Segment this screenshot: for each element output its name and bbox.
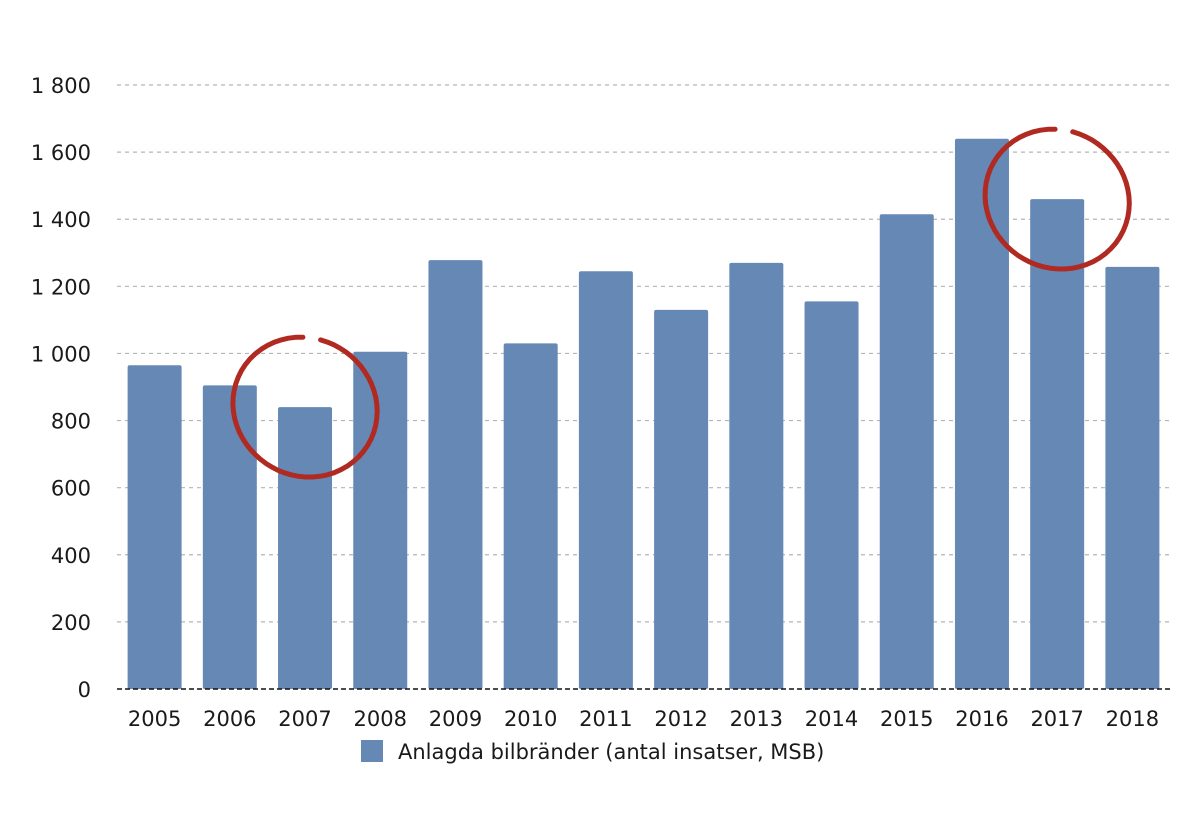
bar-2012 xyxy=(654,309,709,689)
legend: Anlagda bilbränder (antal insatser, MSB) xyxy=(361,740,824,764)
bar-2013 xyxy=(729,262,784,689)
gridlines xyxy=(117,84,1170,623)
x-tick-label: 2013 xyxy=(730,707,783,731)
x-tick-label: 2016 xyxy=(955,707,1008,731)
bar-2009 xyxy=(428,260,483,689)
legend-label: Anlagda bilbränder (antal insatser, MSB) xyxy=(398,740,824,764)
bar-2008 xyxy=(353,351,408,689)
bar-2006 xyxy=(202,385,257,689)
x-tick-label: 2015 xyxy=(880,707,933,731)
x-tick-label: 2010 xyxy=(504,707,557,731)
bar-2016 xyxy=(954,138,1009,689)
x-tick-label: 2007 xyxy=(278,707,331,731)
y-tick-label: 600 xyxy=(51,477,91,501)
x-tick-label: 2017 xyxy=(1030,707,1083,731)
x-tick-label: 2012 xyxy=(654,707,707,731)
x-axis-ticks: 2005 2006 2007 2008 2009 2010 2011 2012 2013 2014… xyxy=(128,707,1159,731)
x-tick-label: 2008 xyxy=(354,707,407,731)
x-tick-label: 2009 xyxy=(429,707,482,731)
y-tick-label: 800 xyxy=(51,410,91,434)
x-tick-label: 2011 xyxy=(579,707,632,731)
bar-2005 xyxy=(127,365,182,689)
y-tick-label: 1 600 xyxy=(31,141,91,165)
bar-2014 xyxy=(804,301,859,689)
x-tick-label: 2018 xyxy=(1106,707,1159,731)
bars xyxy=(127,138,1160,690)
x-tick-label: 2014 xyxy=(805,707,858,731)
bar-2015 xyxy=(879,214,934,689)
bar-2007 xyxy=(278,407,333,689)
highlight-circles xyxy=(230,126,1132,480)
y-tick-label: 1 400 xyxy=(31,208,91,232)
y-tick-label: 1 000 xyxy=(31,342,91,366)
bar-2010 xyxy=(503,343,558,689)
highlight-circle-2017 xyxy=(982,126,1132,272)
x-tick-label: 2005 xyxy=(128,707,181,731)
bar-2018 xyxy=(1105,266,1160,689)
highlight-circle-2007 xyxy=(230,334,380,480)
y-tick-label: 0 xyxy=(78,678,91,702)
bar-2017 xyxy=(1030,199,1085,690)
y-tick-label: 200 xyxy=(51,611,91,635)
bar-2011 xyxy=(578,271,633,689)
y-tick-label: 400 xyxy=(51,544,91,568)
y-tick-label: 1 200 xyxy=(31,275,91,299)
legend-swatch xyxy=(361,740,383,762)
y-tick-label: 1 800 xyxy=(31,74,91,98)
y-axis-ticks: 0 200 400 600 800 1 000 1 200 1 400 1 600 1 800 xyxy=(31,74,91,702)
x-tick-label: 2006 xyxy=(203,707,256,731)
